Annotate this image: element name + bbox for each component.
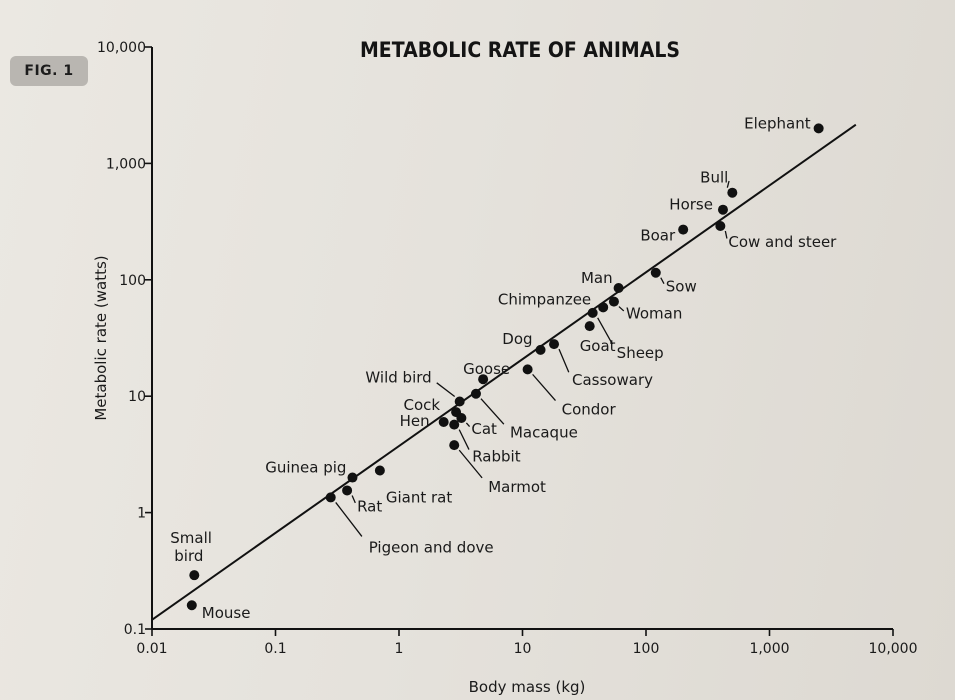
label-pigeon-and-dove: Pigeon and dove	[369, 538, 494, 556]
label-marmot: Marmot	[488, 478, 546, 496]
x-tick-label: 10	[514, 641, 532, 657]
label-cock: Cock	[404, 396, 441, 414]
point-chimpanzee	[598, 302, 609, 313]
point-pigeon-and-dove	[325, 492, 336, 503]
point-boar	[678, 224, 689, 235]
figure-badge: FIG. 1	[10, 56, 88, 86]
point-small-bird	[189, 570, 200, 581]
leader-woman	[618, 306, 625, 312]
x-tick-label: 10,000	[869, 641, 918, 657]
point-cassowary	[549, 339, 560, 350]
label-bull: Bull	[700, 169, 728, 187]
point-condor	[522, 364, 533, 375]
label-small-bird: Small bird	[170, 529, 212, 565]
y-tick-label: 0.1	[124, 622, 146, 638]
label-boar: Boar	[640, 227, 676, 245]
leader-sow	[660, 277, 665, 284]
label-man: Man	[581, 269, 613, 287]
point-dog	[535, 344, 546, 355]
label-cow-and-steer: Cow and steer	[728, 233, 837, 251]
y-tick-label: 100	[119, 273, 146, 289]
point-horse	[717, 204, 728, 215]
leader-cow-and-steer	[724, 230, 728, 239]
label-cat: Cat	[471, 420, 497, 438]
label-cassowary: Cassowary	[572, 371, 653, 389]
label-elephant: Elephant	[744, 114, 811, 132]
y-tick-label: 10	[128, 389, 146, 405]
point-wild-bird	[454, 396, 465, 407]
x-tick-label: 1	[395, 641, 404, 657]
point-goose	[478, 374, 489, 385]
label-goat: Goat	[580, 337, 616, 355]
point-macaque	[470, 388, 481, 399]
label-dog: Dog	[502, 330, 532, 348]
point-labels: Elephant Bull Horse Boar Cow and steer Sow Man…	[170, 114, 837, 622]
point-rat	[342, 485, 353, 496]
point-rabbit	[449, 419, 460, 430]
x-tick-label: 0.01	[136, 641, 167, 657]
leader-wild-bird	[436, 382, 456, 398]
label-hen: Hen	[400, 412, 430, 430]
fit-line	[151, 123, 857, 621]
leader-rat	[351, 495, 356, 504]
point-goat	[584, 321, 595, 332]
x-axis-label: Body mass (kg)	[469, 678, 586, 696]
point-man	[613, 283, 624, 294]
x-tick-label: 0.1	[264, 641, 286, 657]
leader-cassowary	[558, 348, 570, 373]
chart-title: METABOLIC RATE OF ANIMALS	[359, 38, 680, 62]
point-sheep	[587, 307, 598, 318]
leader-condor	[532, 373, 556, 402]
label-rat: Rat	[357, 497, 382, 515]
point-mouse	[186, 600, 197, 611]
label-sheep: Sheep	[617, 344, 664, 362]
point-sow	[650, 267, 661, 278]
label-mouse: Mouse	[202, 604, 251, 622]
point-guinea-pig	[347, 472, 358, 483]
label-horse: Horse	[669, 196, 713, 214]
leader-marmot	[458, 449, 483, 479]
fit-line-group	[151, 123, 857, 621]
point-woman	[608, 296, 619, 307]
y-axis-label: Metabolic rate (watts)	[92, 255, 110, 420]
leader-cat	[465, 422, 471, 427]
label-giant-rat: Giant rat	[386, 488, 452, 506]
label-wild-bird: Wild bird	[365, 369, 431, 387]
point-cow-and-steer	[715, 220, 726, 231]
point-cat	[456, 412, 467, 423]
y-tick-label: 1	[137, 506, 146, 522]
label-guinea-pig: Guinea pig	[265, 459, 346, 477]
y-tick-label: 10,000	[97, 40, 146, 56]
point-hen	[438, 417, 449, 428]
leader-macaque	[480, 398, 505, 425]
label-rabbit: Rabbit	[472, 448, 520, 466]
label-chimpanzee: Chimpanzee	[498, 290, 591, 308]
leader-pigeon-and-dove	[335, 502, 363, 537]
data-points	[186, 123, 824, 611]
y-tick-label: 1,000	[106, 156, 146, 172]
label-woman: Woman	[626, 305, 682, 323]
label-sow: Sow	[666, 278, 697, 296]
leader-sheep	[597, 317, 613, 345]
point-giant-rat	[374, 465, 385, 476]
point-elephant	[813, 123, 824, 134]
label-condor: Condor	[562, 400, 617, 418]
leader-bull	[726, 180, 730, 188]
x-tick-label: 1,000	[749, 641, 789, 657]
label-goose: Goose	[463, 360, 510, 378]
label-macaque: Macaque	[510, 424, 578, 442]
leader-rabbit	[458, 429, 470, 450]
point-bull	[727, 187, 738, 198]
chart-ticks: 0.1 1 10 100 1,000 10,000 0.01 0.1 1 10 100 1,000 10…	[97, 40, 918, 657]
x-tick-label: 100	[633, 641, 660, 657]
point-marmot	[449, 440, 460, 451]
